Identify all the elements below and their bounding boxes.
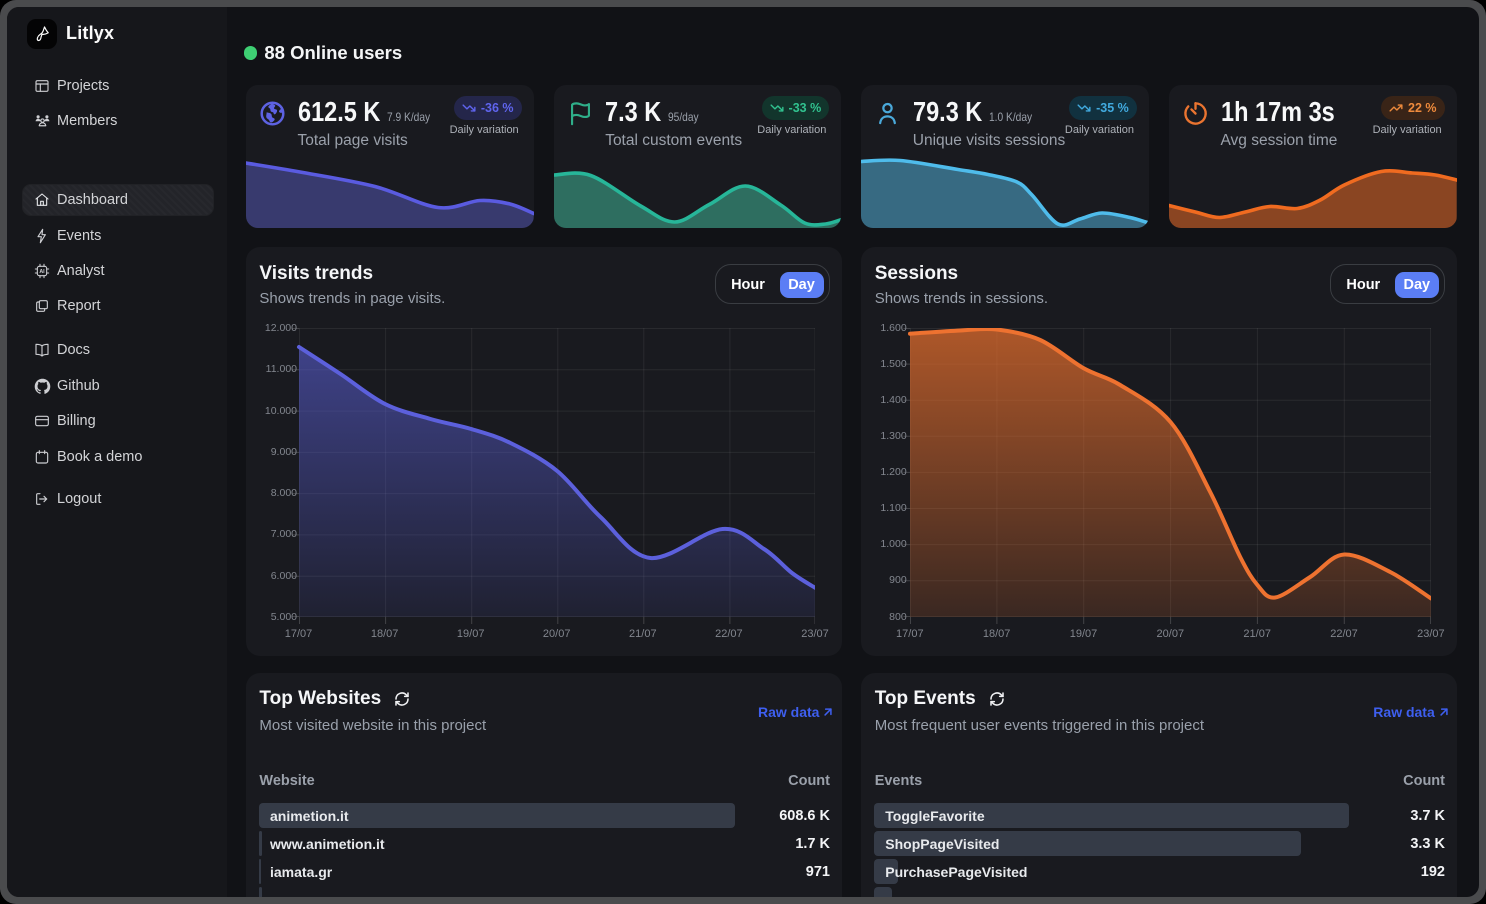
svg-text:AI: AI — [39, 269, 45, 275]
